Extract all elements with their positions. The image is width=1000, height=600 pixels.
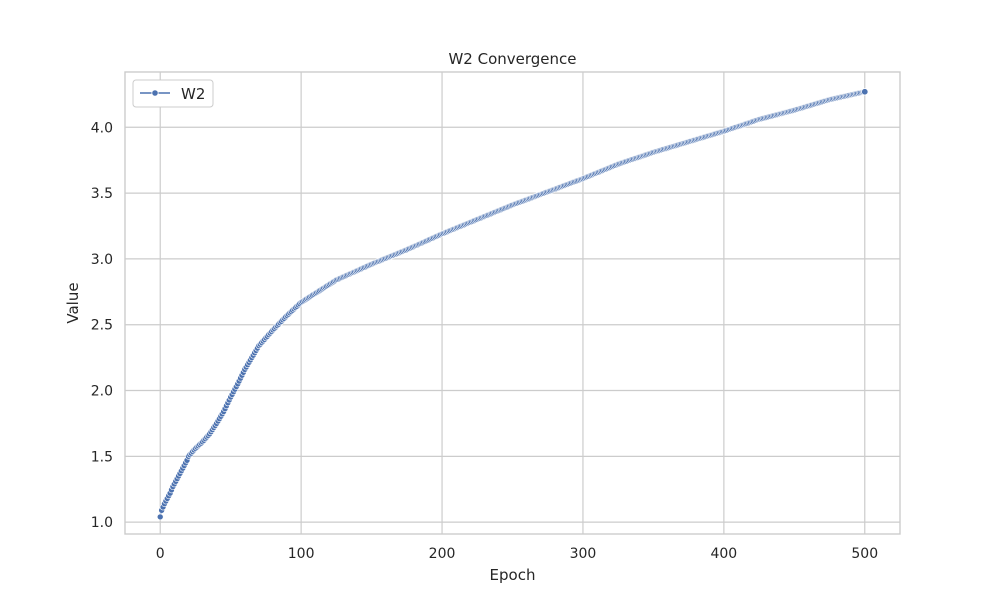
legend-box <box>132 79 214 108</box>
x-tick-label: 400 <box>710 546 737 562</box>
y-tick-layer: 1.0 1.5 2.0 2.5 3.0 3.5 4.0 <box>91 120 113 531</box>
y-tick-label: 2.0 <box>91 384 113 400</box>
y-tick-label: 1.0 <box>91 515 113 531</box>
plot-frame <box>124 71 901 535</box>
x-tick-label: 500 <box>851 546 878 562</box>
legend: W2 <box>132 79 214 108</box>
series-layer <box>156 88 869 521</box>
x-tick-label: 0 <box>156 546 165 562</box>
x-axis-label: Epoch <box>490 566 536 584</box>
x-tick-label: 300 <box>570 546 597 562</box>
series-point-w2 <box>861 88 869 96</box>
x-tick-layer: 0 100 200 300 400 500 <box>156 546 878 562</box>
y-tick-label: 4.0 <box>91 120 113 136</box>
series-point-w2 <box>156 513 164 521</box>
y-tick-label: 3.0 <box>91 252 113 268</box>
y-axis-label: Value <box>64 282 82 323</box>
legend-marker-swatch <box>151 89 159 97</box>
x-tick-label: 100 <box>288 546 315 562</box>
y-tick-label: 1.5 <box>91 449 113 465</box>
chart-title: W2 Convergence <box>448 50 576 68</box>
y-tick-label: 2.5 <box>91 318 113 334</box>
y-tick-label: 3.5 <box>91 186 113 202</box>
x-tick-label: 200 <box>429 546 456 562</box>
grid-layer <box>125 72 900 534</box>
legend-label-w2: W2 <box>181 85 205 103</box>
